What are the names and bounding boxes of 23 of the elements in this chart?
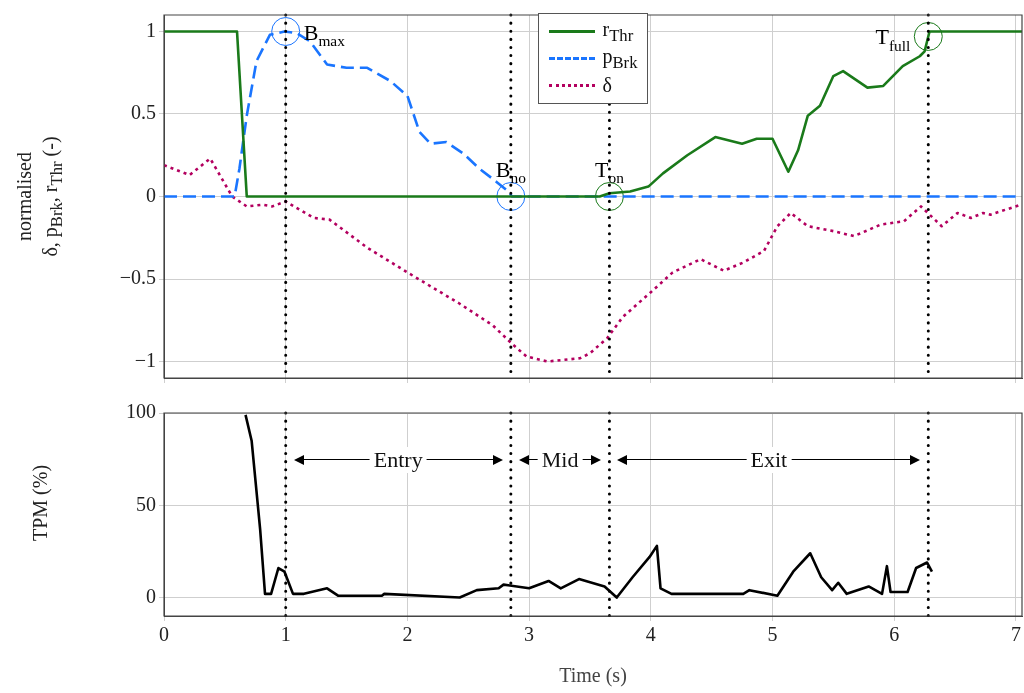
legend-label: δ	[602, 74, 612, 97]
x-axis-title: Time (s)	[559, 664, 627, 688]
x-tick-label: 4	[645, 623, 656, 646]
y-tick-label: 0	[146, 584, 156, 607]
y-tick-label: 50	[136, 492, 156, 515]
annotation: Entry	[369, 446, 427, 473]
y-tick-label: −1	[134, 348, 156, 371]
x-tick-label: 3	[524, 623, 535, 646]
y-axis-title: TPM (%)	[28, 464, 53, 542]
y-tick-label: 0	[146, 183, 156, 206]
x-tick-label: 1	[280, 623, 291, 646]
x-tick-label: 5	[767, 623, 778, 646]
y-tick-label: 100	[126, 400, 156, 423]
annotation: Mid	[537, 446, 583, 473]
y-tick-label: 1	[146, 18, 156, 41]
y-tick-label: −0.5	[119, 266, 156, 289]
legend-label: p$_{Brk}$	[602, 44, 638, 73]
y-tick-label: 0.5	[131, 101, 156, 124]
x-tick-label: 2	[402, 623, 413, 646]
annotation: Exit	[746, 446, 792, 473]
x-tick-label: 7	[1010, 623, 1021, 646]
x-tick-label: 6	[889, 623, 900, 646]
legend-label: r$_{Thr}$	[602, 17, 634, 46]
